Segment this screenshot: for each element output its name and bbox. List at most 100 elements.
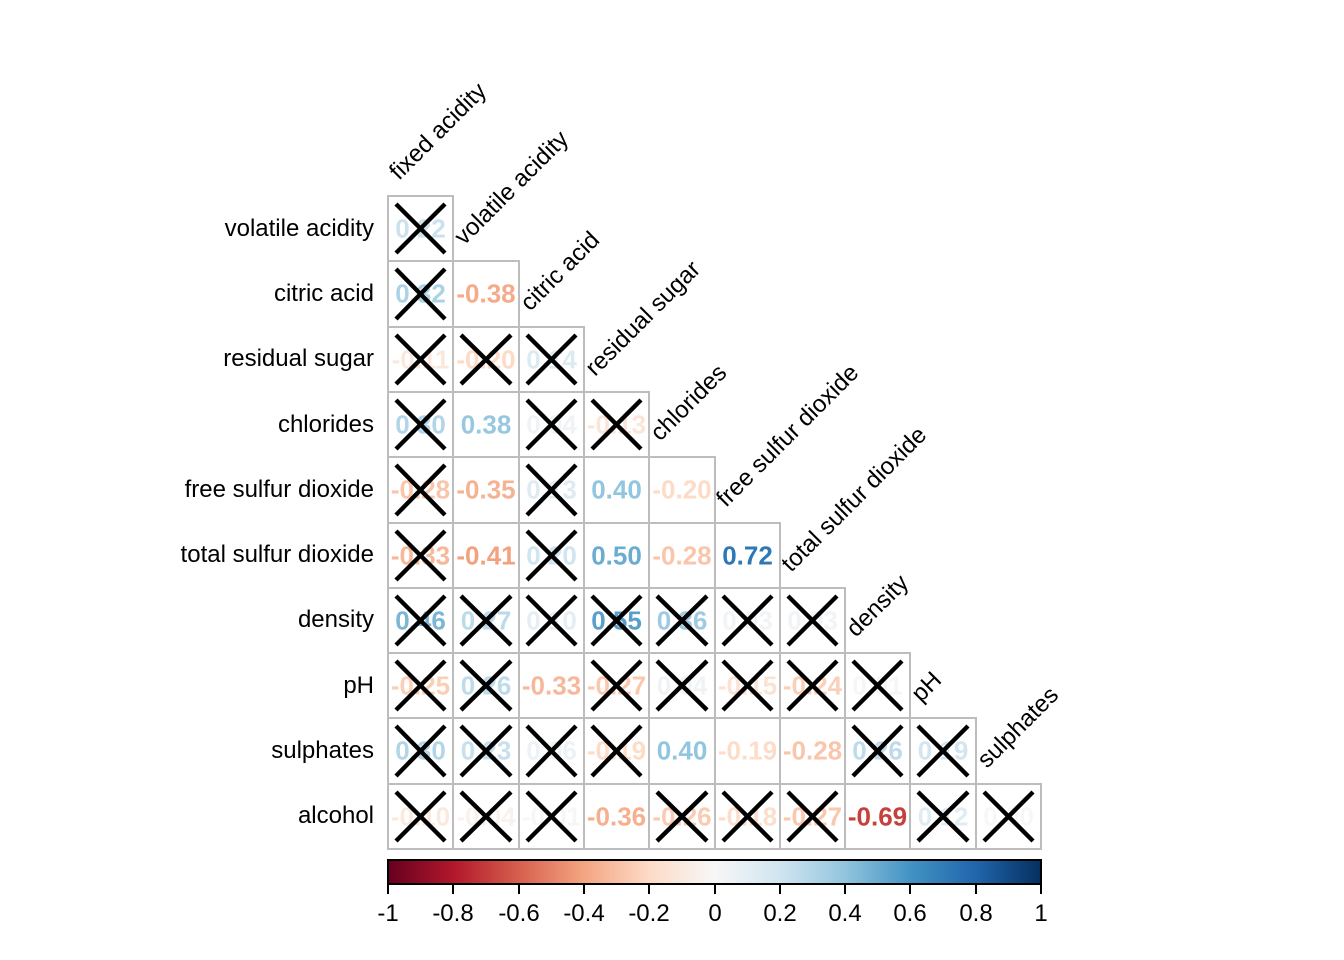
colorbar-tick-label: -0.8: [432, 900, 474, 927]
not-significant-cross-icon: [525, 790, 578, 843]
column-label-fixed-acidity: fixed acidity: [384, 77, 492, 186]
matrix-cell: 0.13: [518, 456, 585, 524]
matrix-cell: 0.03: [714, 587, 781, 654]
colorbar-tick: [518, 885, 520, 894]
colorbar: [387, 859, 1042, 885]
correlation-value: 0.50: [591, 540, 642, 570]
matrix-cell: -0.18: [714, 783, 781, 850]
colorbar-tick-label: -0.6: [498, 900, 540, 927]
correlation-value: 0.40: [591, 474, 642, 505]
not-significant-cross-icon: [916, 724, 970, 778]
row-label-pH: pH: [343, 672, 374, 699]
correlation-value: 0.38: [460, 409, 512, 439]
row-label-citric-acid: citric acid: [273, 280, 374, 307]
not-significant-cross-icon: [721, 790, 774, 843]
correlation-value: -0.28: [652, 540, 712, 570]
not-significant-cross-icon: [590, 594, 643, 647]
correlation-value: -0.20: [652, 474, 712, 505]
colorbar-tick: [387, 885, 389, 894]
matrix-cell: -0.27: [779, 783, 846, 850]
column-label-chlorides: chlorides: [645, 359, 733, 447]
column-label-pH: pH: [906, 666, 947, 708]
not-significant-cross-icon: [525, 463, 578, 517]
row-label-total-sulfur-dioxide: total sulfur dioxide: [180, 541, 374, 568]
correlation-value: -0.36: [586, 801, 647, 831]
matrix-cell: 0.23: [452, 717, 520, 785]
matrix-cell: -0.20: [452, 326, 520, 393]
not-significant-cross-icon: [459, 724, 513, 778]
colorbar-tick: [975, 885, 977, 894]
matrix-cell: 0.04: [648, 652, 716, 719]
not-significant-cross-icon: [459, 659, 513, 712]
matrix-cell: 0.32: [387, 260, 454, 328]
row-label-chlorides: chlorides: [277, 411, 374, 438]
matrix-cell: -0.10: [387, 783, 454, 850]
matrix-cell: -0.33: [387, 522, 454, 589]
matrix-cell: 0.40: [583, 456, 650, 524]
not-significant-cross-icon: [459, 594, 513, 647]
not-significant-cross-icon: [525, 724, 578, 778]
matrix-cell: -0.35: [452, 456, 520, 524]
matrix-cell: 0.22: [387, 195, 454, 262]
not-significant-cross-icon: [459, 333, 513, 386]
matrix-cell: -0.24: [779, 652, 846, 719]
matrix-cell: 0.40: [648, 717, 716, 785]
colorbar-tick-label: -0.4: [563, 900, 605, 927]
colorbar-tick: [714, 885, 716, 894]
row-label-sulphates: sulphates: [271, 737, 374, 764]
not-significant-cross-icon: [525, 398, 578, 451]
matrix-cell: 0.10: [518, 587, 585, 654]
matrix-cell: 0.06: [518, 717, 585, 785]
column-label-density: density: [841, 569, 915, 643]
matrix-cell: -0.26: [648, 783, 716, 850]
not-significant-cross-icon: [590, 724, 643, 778]
matrix-cell: 0.14: [518, 326, 585, 393]
not-significant-cross-icon: [916, 790, 970, 843]
not-significant-cross-icon: [525, 594, 578, 647]
matrix-cell: -0.11: [387, 326, 454, 393]
matrix-cell: 0.46: [387, 587, 454, 654]
not-significant-cross-icon: [655, 790, 709, 843]
matrix-cell: 0.03: [779, 587, 846, 654]
matrix-cell: -0.69: [844, 783, 911, 850]
matrix-cell: -0.41: [452, 522, 520, 589]
matrix-cell: -0.19: [714, 717, 781, 785]
not-significant-cross-icon: [982, 790, 1035, 843]
matrix-cell: 0.01: [844, 652, 911, 719]
colorbar-tick-label: 0: [708, 900, 722, 927]
matrix-cell: 0.38: [452, 391, 520, 458]
column-label-free-sulfur-dioxide: free sulfur dioxide: [711, 359, 865, 513]
matrix-cell: -0.19: [583, 717, 650, 785]
matrix-cell: -0.36: [583, 783, 650, 850]
matrix-cell: -0.13: [583, 391, 650, 458]
column-label-sulphates: sulphates: [972, 681, 1064, 774]
not-significant-cross-icon: [786, 594, 839, 647]
not-significant-cross-icon: [655, 659, 709, 712]
column-label-residual-sugar: residual sugar: [580, 255, 706, 382]
matrix-cell: 0.55: [583, 587, 650, 654]
colorbar-tick-label: 0.8: [959, 900, 993, 927]
not-significant-cross-icon: [394, 267, 447, 321]
matrix-cell: 0.20: [518, 522, 585, 589]
colorbar-tick-label: 0.6: [893, 900, 927, 927]
not-significant-cross-icon: [394, 529, 447, 582]
not-significant-cross-icon: [655, 594, 709, 647]
not-significant-cross-icon: [394, 724, 447, 778]
matrix-cell: 0.30: [387, 391, 454, 458]
not-significant-cross-icon: [851, 659, 904, 712]
colorbar-tick: [779, 885, 781, 894]
matrix-cell: 0.04: [518, 391, 585, 458]
column-label-citric-acid: citric acid: [515, 226, 606, 317]
colorbar-tick-label: 1: [1034, 900, 1048, 927]
colorbar-tick-label: 0.2: [763, 900, 797, 927]
correlation-value: -0.41: [456, 540, 516, 570]
matrix-cell: 0.72: [714, 522, 781, 589]
correlation-value: 0.40: [656, 735, 708, 766]
correlation-value: -0.35: [456, 474, 516, 505]
matrix-cell: -0.01: [518, 783, 585, 850]
matrix-cell: -0.28: [648, 522, 716, 589]
matrix-cell: -0.15: [714, 652, 781, 719]
not-significant-cross-icon: [394, 202, 447, 255]
matrix-cell: 0.30: [387, 717, 454, 785]
colorbar-tick-label: 0.4: [828, 900, 862, 927]
